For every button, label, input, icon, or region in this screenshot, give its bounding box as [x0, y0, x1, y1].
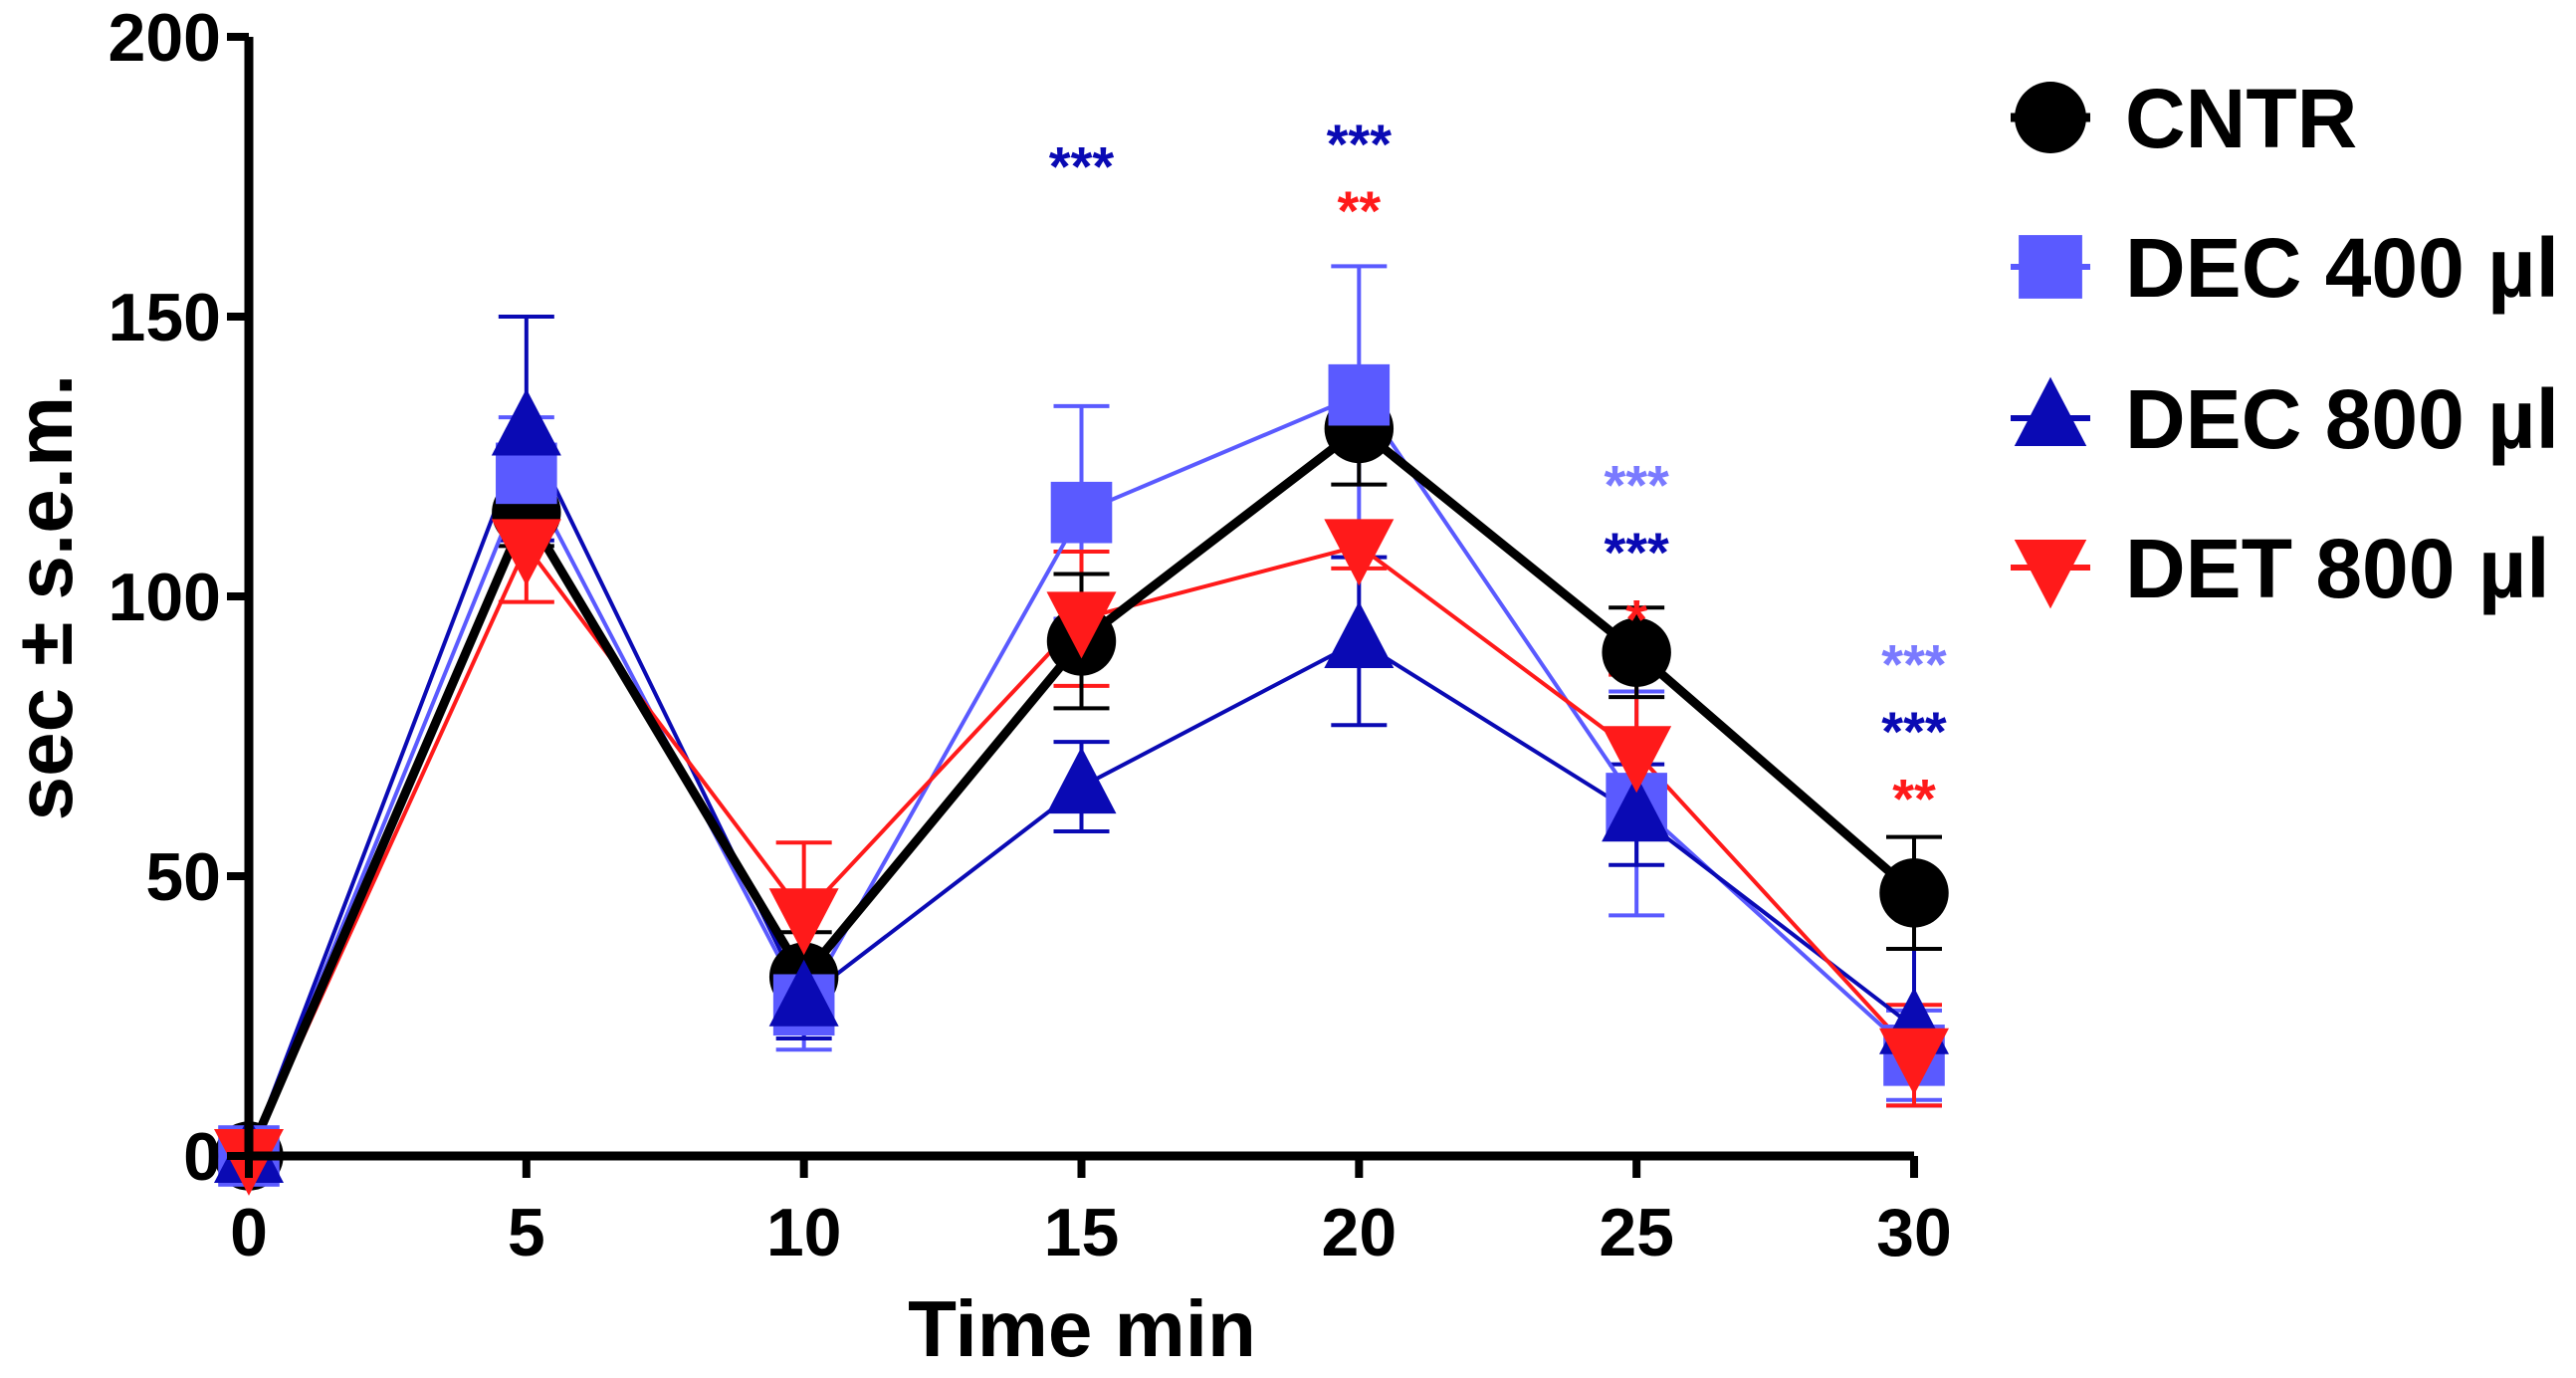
legend-item: DEC 800 µl — [2011, 372, 2559, 466]
x-axis-title: Time min — [908, 1284, 1256, 1373]
y-axis-title: sec ± s.e.m. — [0, 374, 89, 821]
legend-marker — [2014, 376, 2087, 447]
x-tick-label: 20 — [1322, 1195, 1397, 1270]
significance-annotation: *** — [1881, 700, 1947, 763]
axes: 0 50 100 150 200 0 5 10 15 20 25 30 — [108, 0, 1952, 1270]
legend-label: DEC 800 µl — [2125, 372, 2559, 466]
x-tick-label: 25 — [1599, 1195, 1674, 1270]
x-tick-label: 0 — [230, 1195, 268, 1270]
series-markers — [214, 363, 1949, 1196]
significance-annotation: * — [1625, 587, 1647, 650]
data-point — [491, 388, 561, 456]
data-point — [1328, 363, 1391, 426]
y-tick-label: 100 — [108, 560, 221, 635]
x-tick-label: 5 — [508, 1195, 545, 1270]
data-point — [1324, 601, 1395, 669]
legend-label: DET 800 µl — [2125, 522, 2550, 615]
data-point — [1879, 1028, 1949, 1095]
data-point — [1602, 775, 1672, 842]
data-point — [768, 959, 839, 1027]
legend-marker — [2019, 235, 2082, 299]
significance-annotation: ** — [1892, 767, 1936, 829]
significance-annotation: *** — [1881, 632, 1947, 695]
x-tick-label: 10 — [766, 1195, 842, 1270]
legend-marker — [2015, 82, 2086, 153]
y-tick-label: 0 — [183, 1119, 221, 1195]
data-point — [1324, 519, 1395, 586]
significance-annotation: *** — [1604, 521, 1669, 583]
significance-annotation: *** — [1604, 454, 1669, 517]
significance-annotation: ** — [1338, 179, 1382, 242]
plot-area — [214, 264, 1949, 1196]
error-bars — [498, 264, 1942, 1108]
significance-annotation: *** — [1049, 134, 1115, 197]
legend-label: CNTR — [2125, 72, 2357, 165]
annotations: *** ******************** — [1049, 113, 1947, 830]
data-point — [1879, 858, 1949, 928]
data-point — [768, 888, 839, 956]
legend-marker — [2014, 539, 2087, 609]
y-ticks: 0 50 100 150 200 — [108, 0, 249, 1195]
legend-item: DEC 400 µl — [2011, 221, 2559, 315]
legend-label: DEC 400 µl — [2125, 221, 2559, 315]
data-point — [1602, 726, 1672, 794]
legend-item: CNTR — [2011, 72, 2357, 165]
legend: CNTR DEC 400 µl DEC 800 µl DET 800 µl — [2011, 72, 2559, 615]
data-point — [491, 519, 561, 586]
significance-annotation: *** — [1327, 113, 1393, 175]
x-tick-label: 15 — [1044, 1195, 1120, 1270]
data-point — [1046, 591, 1117, 659]
legend-item: DET 800 µl — [2011, 522, 2550, 615]
y-tick-label: 200 — [108, 0, 221, 76]
x-tick-label: 30 — [1876, 1195, 1952, 1270]
data-point — [1602, 617, 1671, 687]
data-point — [1050, 481, 1113, 544]
x-ticks: 0 5 10 15 20 25 30 — [230, 1156, 1952, 1270]
data-point — [1046, 747, 1117, 814]
y-tick-label: 150 — [108, 280, 221, 355]
y-tick-label: 50 — [145, 839, 221, 915]
